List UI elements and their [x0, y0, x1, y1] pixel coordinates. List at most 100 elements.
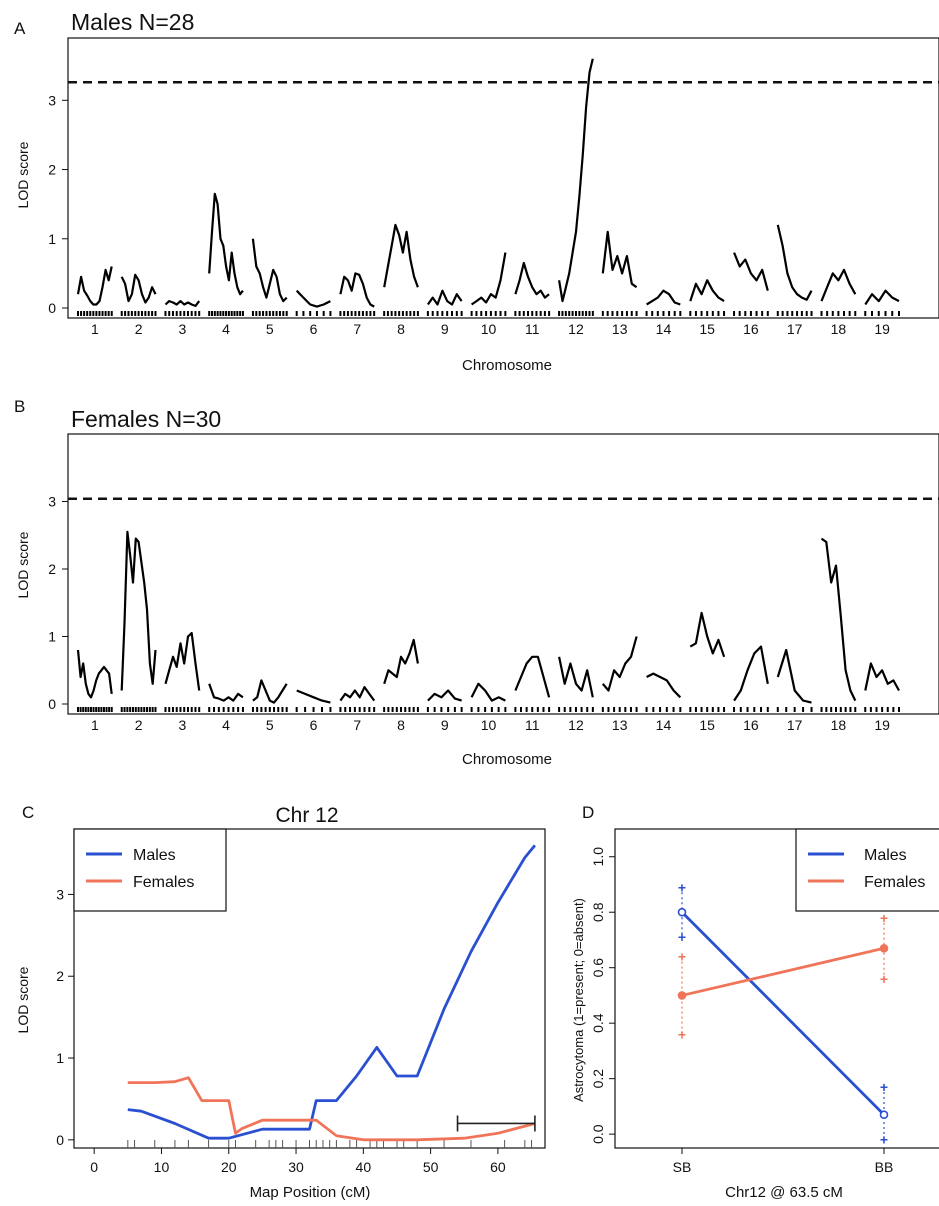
panel-c-x-tick-label: 0	[90, 1159, 98, 1175]
panel-a-title: Males N=28	[71, 9, 194, 35]
panel-a-chromosome-label: 9	[441, 321, 449, 337]
panel-d-lower-mark-females: +	[678, 1026, 686, 1042]
panel-a-lod-curve-chr-3	[164, 300, 201, 307]
panel-d-y-tick-label: 0.2	[590, 1069, 606, 1089]
panel-b-lod-curve-chr-11	[514, 655, 551, 698]
panel-d-y-tick-label: 0.6	[590, 958, 606, 978]
panel-d-y-tick-label: 0.0	[590, 1124, 606, 1144]
panel-d-legend-label-females: Females	[864, 874, 925, 891]
panel-b-y-tick-label: 2	[48, 561, 56, 577]
panel-a-chromosome-label: 6	[310, 321, 318, 337]
panel-b-lod-curve-chr-7	[339, 685, 376, 702]
panel-b-chromosome-label: 11	[525, 717, 540, 733]
panel-b-chromosome-label: 6	[310, 717, 318, 733]
panel-d-y-tick-label: 0.4	[590, 1013, 606, 1033]
panel-b-lod-curve-chr-9	[427, 689, 462, 702]
panel-b-y-axis-label: LOD score	[15, 531, 31, 598]
panel-d-point-males	[879, 1110, 889, 1120]
panel-c-legend-label-males: Males	[133, 847, 176, 864]
panel-b-chromosome-label: 3	[178, 717, 186, 733]
panel-a-chromosome-label: 7	[353, 321, 361, 337]
panel-b-chromosome-label: 10	[481, 717, 497, 733]
panel-a-lod-curve-chr-10	[470, 252, 507, 306]
panel-d-point-females	[677, 991, 687, 1000]
panel-b-chromosome-label: 13	[612, 717, 628, 733]
panel-d-lower-mark-females: +	[880, 971, 888, 987]
panel-b-plot-frame	[67, 433, 939, 715]
panel-d-point-females	[879, 943, 889, 953]
panel-b-chromosome-label: 8	[397, 717, 405, 733]
panel-d-upper-mark-females: +	[880, 910, 888, 926]
panel-c-x-tick-label: 10	[154, 1159, 170, 1175]
panel-d-series-males	[681, 911, 885, 1116]
panel-b-chromosome-label: 4	[222, 717, 230, 733]
panel-b-lod-curve-chr-6	[296, 689, 331, 704]
panel-b-lod-curve-chr-16	[733, 645, 769, 702]
panel-a-y-tick-label: 0	[48, 300, 56, 316]
panel-a-lod-curve-chr-4	[208, 192, 244, 296]
panel-c-y-axis-label: LOD score	[15, 966, 31, 1033]
panel-c-chr12-lod-curve: C Chr 12 LOD score Map Position (cM) 0 10…	[15, 803, 546, 1201]
panel-b-title: Females N=30	[71, 406, 221, 432]
panel-a-lod-curve-chr-14	[646, 289, 681, 306]
panel-letter-a: A	[14, 19, 26, 38]
panel-b-chromosome-label: 17	[787, 717, 803, 733]
panel-b-lod-curve-chr-2	[120, 530, 157, 691]
panel-a-x-axis-label: Chromosome	[462, 357, 552, 374]
panel-a-y-axis-label: LOD score	[15, 141, 31, 208]
panel-d-x-axis-label: Chr12 @ 63.5 cM	[725, 1184, 843, 1201]
panel-c-x-tick-label: 30	[288, 1159, 304, 1175]
panel-d-y-tick-label: 0.8	[590, 902, 606, 922]
panel-b-lod-curve-chr-13	[601, 636, 638, 692]
panel-d-y-tick-label: 1.0	[590, 847, 606, 867]
panel-a-chromosome-label: 15	[699, 321, 715, 337]
panel-a-chromosome-label: 5	[266, 321, 274, 337]
panel-b-lod-curve-chr-10	[470, 682, 506, 702]
panel-d-plot-frame	[614, 828, 939, 1149]
panel-d-effect-plot: D Astrocytoma (1=present; 0=absent) Chr1…	[571, 803, 939, 1201]
panel-b-chromosome-label: 7	[353, 717, 361, 733]
panel-a-chromosome-label: 2	[135, 321, 143, 337]
panel-b-y-tick-label: 1	[48, 629, 56, 645]
panel-b-chromosome-label: 9	[441, 717, 449, 733]
panel-b-chromosome-label: 16	[743, 717, 759, 733]
panel-a-lod-curve-chr-8	[383, 223, 419, 288]
panel-a-chromosome-label: 14	[656, 321, 672, 337]
panel-d-upper-mark-males: +	[880, 1079, 888, 1095]
panel-a-lod-curve-chr-15	[689, 279, 725, 303]
panel-a-lod-curve-chr-19	[864, 289, 900, 306]
panel-d-y-axis-label: Astrocytoma (1=present; 0=absent)	[571, 898, 586, 1102]
panel-b-females-genome-scan: B Females N=30 LOD score Chromosome 0123…	[14, 397, 939, 768]
panel-c-x-tick-label: 50	[423, 1159, 439, 1175]
panel-a-lod-curve-chr-5	[251, 238, 288, 303]
panel-b-chromosome-label: 1	[91, 717, 99, 733]
panel-a-chromosome-label: 3	[178, 321, 186, 337]
panel-c-y-tick-label: 3	[56, 886, 64, 902]
panel-a-plot-frame	[67, 37, 939, 319]
panel-a-lod-curve-chr-16	[733, 252, 769, 291]
panel-a-chromosome-label: 16	[743, 321, 759, 337]
panel-c-series-females	[127, 1076, 536, 1142]
panel-b-chromosome-label: 12	[568, 717, 584, 733]
panel-b-lod-curve-chr-1	[76, 649, 113, 699]
panel-a-lod-curve-chr-12	[558, 58, 594, 303]
panel-a-chromosome-label: 8	[397, 321, 405, 337]
panel-a-chromosome-label: 10	[481, 321, 497, 337]
panel-c-y-tick-label: 1	[56, 1050, 64, 1066]
panel-b-lod-curve-chr-19	[864, 662, 900, 692]
panel-b-lod-curve-chr-3	[164, 631, 201, 691]
panel-b-chromosome-label: 2	[135, 717, 143, 733]
panel-a-chromosome-label: 11	[525, 321, 540, 337]
panel-a-lod-curve-chr-7	[339, 272, 375, 308]
panel-letter-d: D	[582, 803, 594, 822]
panel-b-lod-curve-chr-15	[689, 611, 726, 658]
panel-c-legend: Males Females	[73, 828, 227, 912]
panel-d-x-tick-label-bb: BB	[875, 1159, 894, 1175]
panel-b-y-tick-label: 0	[48, 696, 56, 712]
panel-b-chromosome-label: 15	[699, 717, 715, 733]
panel-d-upper-mark-females: +	[678, 949, 686, 965]
panel-a-lod-curve-chr-6	[295, 289, 331, 308]
panel-b-x-axis-label: Chromosome	[462, 751, 552, 768]
